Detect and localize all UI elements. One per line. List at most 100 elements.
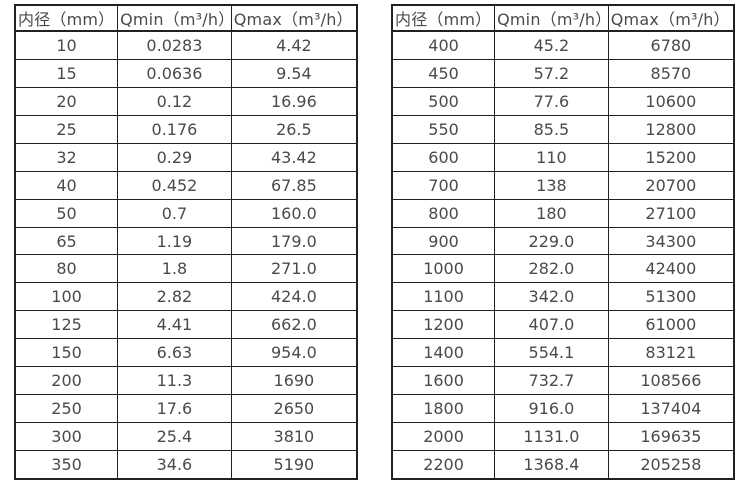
table-row: 20 0.12 16.96 (14, 87, 358, 116)
table-row: 1400 554.1 83121 (391, 338, 735, 368)
cell: 0.0283 (117, 30, 232, 61)
table-row: 80 1.8 271.0 (14, 254, 358, 284)
cell: 40 (14, 170, 119, 200)
cell: 800 (391, 198, 496, 228)
cell: 45.2 (494, 30, 609, 61)
column-header: Qmin（m³/h） (117, 4, 232, 32)
cell: 27100 (607, 198, 735, 228)
table-row: 400 45.2 6780 (391, 30, 735, 61)
cell: 42400 (607, 254, 735, 284)
table-row: 550 85.5 12800 (391, 114, 735, 144)
cell: 662.0 (230, 310, 358, 340)
cell: 83121 (607, 338, 735, 368)
cell: 34.6 (117, 449, 232, 480)
cell: 916.0 (494, 393, 609, 423)
cell: 4.41 (117, 310, 232, 340)
table-row: 2200 1368.4 205258 (391, 449, 735, 480)
cell: 554.1 (494, 338, 609, 368)
cell: 10 (14, 30, 119, 61)
table-row: 1600 732.7 108566 (391, 366, 735, 395)
cell: 205258 (607, 449, 735, 480)
cell: 954.0 (230, 338, 358, 368)
table-row: 600 110 15200 (391, 142, 735, 172)
cell: 271.0 (230, 254, 358, 284)
table-row: 300 25.4 3810 (14, 421, 358, 451)
cell: 110 (494, 142, 609, 172)
cell: 11.3 (117, 366, 232, 395)
cell: 1800 (391, 393, 496, 423)
cell: 20 (14, 87, 119, 116)
table-row: 32 0.29 43.42 (14, 142, 358, 172)
cell: 6780 (607, 30, 735, 61)
cell: 6.63 (117, 338, 232, 368)
table-row: 450 57.2 8570 (391, 59, 735, 89)
table-row: 250 17.6 2650 (14, 393, 358, 423)
table-row: 1000 282.0 42400 (391, 254, 735, 284)
cell: 65 (14, 226, 119, 256)
table-row: 1200 407.0 61000 (391, 310, 735, 340)
cell: 34300 (607, 226, 735, 256)
cell: 8570 (607, 59, 735, 89)
table-row: 15 0.0636 9.54 (14, 59, 358, 89)
cell: 282.0 (494, 254, 609, 284)
cell: 169635 (607, 421, 735, 451)
cell: 500 (391, 87, 496, 116)
cell: 700 (391, 170, 496, 200)
cell: 160.0 (230, 198, 358, 228)
cell: 300 (14, 421, 119, 451)
table-row: 25 0.176 26.5 (14, 114, 358, 144)
cell: 51300 (607, 282, 735, 312)
cell: 3810 (230, 421, 358, 451)
cell: 138 (494, 170, 609, 200)
table-row: 800 180 27100 (391, 198, 735, 228)
cell: 108566 (607, 366, 735, 395)
cell: 179.0 (230, 226, 358, 256)
cell: 5190 (230, 449, 358, 480)
table-row: 10 0.0283 4.42 (14, 30, 358, 61)
cell: 1368.4 (494, 449, 609, 480)
column-header: 内径（mm） (391, 4, 496, 32)
column-header: Qmax（m³/h） (607, 4, 735, 32)
cell: 550 (391, 114, 496, 144)
cell: 4.42 (230, 30, 358, 61)
cell: 100 (14, 282, 119, 312)
cell: 2.82 (117, 282, 232, 312)
cell: 1200 (391, 310, 496, 340)
cell: 450 (391, 59, 496, 89)
cell: 26.5 (230, 114, 358, 144)
cell: 10600 (607, 87, 735, 116)
cell: 125 (14, 310, 119, 340)
cell: 0.0636 (117, 59, 232, 89)
cell: 17.6 (117, 393, 232, 423)
cell: 12800 (607, 114, 735, 144)
flow-table-large-diameters: 内径（mm） Qmin（m³/h） Qmax（m³/h） 400 45.2 6780 450… (391, 4, 735, 480)
flow-table-small-diameters: 内径（mm） Qmin（m³/h） Qmax（m³/h） 10 0.0283 4.42 15… (14, 4, 358, 480)
cell: 50 (14, 198, 119, 228)
table-row: 200 11.3 1690 (14, 366, 358, 395)
cell: 43.42 (230, 142, 358, 172)
column-header: Qmax（m³/h） (230, 4, 358, 32)
cell: 0.7 (117, 198, 232, 228)
cell: 424.0 (230, 282, 358, 312)
cell: 150 (14, 338, 119, 368)
column-header: Qmin（m³/h） (494, 4, 609, 32)
header-row: 内径（mm） Qmin（m³/h） Qmax（m³/h） (391, 4, 735, 32)
table-row: 50 0.7 160.0 (14, 198, 358, 228)
cell: 350 (14, 449, 119, 480)
cell: 1100 (391, 282, 496, 312)
cell: 229.0 (494, 226, 609, 256)
table-row: 700 138 20700 (391, 170, 735, 200)
cell: 61000 (607, 310, 735, 340)
cell: 250 (14, 393, 119, 423)
cell: 67.85 (230, 170, 358, 200)
cell: 407.0 (494, 310, 609, 340)
table-row: 1100 342.0 51300 (391, 282, 735, 312)
cell: 1600 (391, 366, 496, 395)
cell: 32 (14, 142, 119, 172)
cell: 732.7 (494, 366, 609, 395)
cell: 2200 (391, 449, 496, 480)
cell: 900 (391, 226, 496, 256)
cell: 1000 (391, 254, 496, 284)
cell: 137404 (607, 393, 735, 423)
